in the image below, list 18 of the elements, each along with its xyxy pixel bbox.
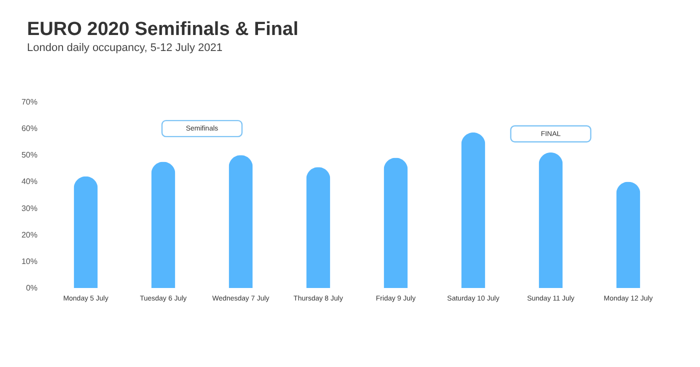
bar [538, 152, 563, 288]
y-tick-label: 10% [21, 256, 38, 266]
bar [384, 158, 408, 288]
bar [74, 176, 98, 288]
bar [228, 155, 253, 288]
y-tick-label: 40% [21, 177, 38, 186]
y-tick-label: 50% [21, 150, 38, 160]
bar [616, 182, 640, 288]
bar [461, 132, 486, 288]
bar [151, 162, 176, 288]
y-tick-label: 70% [21, 98, 38, 106]
y-tick-label: 0% [26, 284, 38, 292]
y-tick-label: 60% [21, 124, 38, 134]
y-tick-label: 30% [21, 204, 38, 213]
y-tick-label: 20% [21, 230, 38, 240]
bar [306, 167, 330, 288]
chart-subtitle: London daily occupancy, 5-12 July 2021 [27, 42, 222, 54]
chart-title: EURO 2020 Semifinals & Final [27, 19, 298, 40]
